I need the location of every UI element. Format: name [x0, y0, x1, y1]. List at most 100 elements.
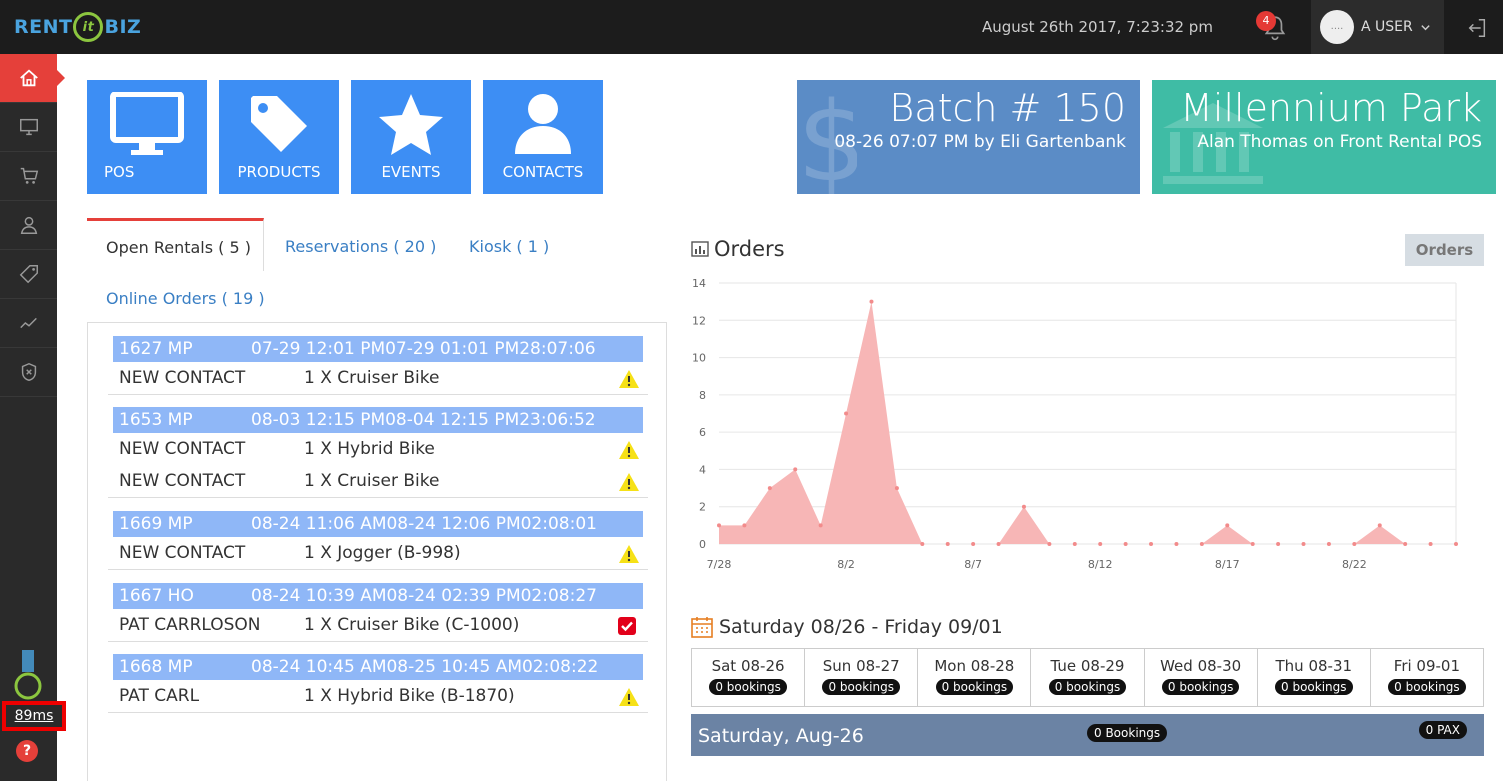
selected-day-pax-badge: 0 PAX	[1418, 721, 1467, 739]
tile-contacts[interactable]: CONTACTS	[483, 80, 603, 194]
bank-icon	[1163, 103, 1263, 184]
day-cell[interactable]: Sat 08-26 0 bookings	[692, 649, 806, 706]
rental-group[interactable]: 1669 MP 08-24 11:06 AM08-24 12:06 PM02:08…	[108, 511, 648, 570]
user-name: A USER	[1361, 19, 1413, 35]
day-bookings-badge: 0 bookings	[1048, 679, 1127, 695]
tab-kiosk[interactable]: Kiosk ( 1 )	[469, 237, 550, 256]
day-label: Tue 08-29	[1050, 657, 1125, 675]
rental-times: 08-03 12:15 PM08-04 12:15 PM23:06:52	[251, 410, 596, 430]
rental-group[interactable]: 1667 HO 08-24 10:39 AM08-24 02:39 PM02:08…	[108, 583, 648, 642]
rental-header: 1669 MP 08-24 11:06 AM08-24 12:06 PM02:08…	[113, 511, 643, 537]
day-bookings-badge: 0 bookings	[935, 679, 1014, 695]
monitor-icon	[110, 92, 184, 155]
x-tick-label: 8/7	[964, 558, 982, 571]
rental-contact: PAT CARL	[119, 686, 200, 706]
x-tick-label: 8/22	[1342, 558, 1367, 571]
help-button[interactable]: ?	[16, 740, 38, 762]
warning-icon	[619, 473, 639, 491]
location-card[interactable]: Millennium Park Alan Thomas on Front Ren…	[1152, 80, 1496, 194]
data-point	[1072, 542, 1077, 546]
day-cell[interactable]: Wed 08-30 0 bookings	[1145, 649, 1258, 706]
rental-item: 1 X Jogger (B-998)	[304, 543, 461, 563]
batch-title: Batch # 150	[889, 86, 1126, 130]
logout-icon[interactable]	[1466, 17, 1488, 39]
data-point	[894, 486, 899, 491]
checkbox-checked-icon[interactable]	[618, 617, 636, 635]
rental-times: 08-24 11:06 AM08-24 12:06 PM02:08:01	[251, 514, 597, 534]
data-point	[1326, 542, 1331, 546]
sidebar: 89ms ?	[0, 54, 66, 781]
rental-line: PAT CARL 1 X Hybrid Bike (B-1870)	[113, 680, 648, 712]
selected-day-bookings-badge: 0 Bookings	[1087, 724, 1168, 742]
selected-day-bar[interactable]: Saturday, Aug-26 0 Bookings 0 PAX	[691, 714, 1484, 756]
x-tick-label: 8/2	[837, 558, 855, 571]
orders-heading: Orders	[691, 237, 785, 261]
rental-group[interactable]: 1627 MP 07-29 12:01 PM07-29 01:01 PM28:07…	[108, 336, 648, 395]
tag-icon	[251, 96, 307, 152]
rental-item: 1 X Cruiser Bike	[304, 471, 440, 491]
sidebar-item-contacts[interactable]	[0, 201, 57, 250]
location-title: Millennium Park	[1180, 86, 1482, 130]
sidebar-item-pos[interactable]	[0, 103, 57, 152]
day-cell[interactable]: Mon 08-28 0 bookings	[918, 649, 1032, 706]
data-point	[844, 411, 849, 416]
day-label: Wed 08-30	[1160, 657, 1242, 675]
tab-online-orders[interactable]: Online Orders ( 19 )	[106, 289, 265, 308]
sidebar-item-cart[interactable]	[0, 152, 57, 201]
rental-item: 1 X Hybrid Bike (B-1870)	[304, 686, 515, 706]
sidebar-item-reports[interactable]	[0, 299, 57, 348]
tile-pos[interactable]: POS	[87, 80, 207, 194]
tab-reservations[interactable]: Reservations ( 20 )	[285, 237, 437, 256]
data-point	[1098, 542, 1103, 546]
monitor-icon	[19, 118, 38, 136]
rental-group[interactable]: 1653 MP 08-03 12:15 PM08-04 12:15 PM23:06…	[108, 407, 648, 498]
x-tick-label: 8/12	[1088, 558, 1113, 571]
tile-label: PRODUCTS	[237, 163, 321, 181]
sidebar-item-products[interactable]	[0, 250, 57, 299]
data-point	[1428, 542, 1433, 546]
rentitbiz-logo[interactable]: RENT it BIZ	[14, 8, 141, 46]
data-point	[793, 467, 798, 472]
tag-icon	[19, 265, 38, 284]
y-tick-label: 8	[699, 389, 706, 402]
day-cell[interactable]: Tue 08-29 0 bookings	[1031, 649, 1145, 706]
star-icon	[379, 94, 443, 155]
tile-products[interactable]: PRODUCTS	[219, 80, 339, 194]
selected-day-label: Saturday, Aug-26	[698, 725, 864, 747]
notification-badge: 4	[1256, 11, 1276, 31]
day-cell[interactable]: Fri 09-01 0 bookings	[1371, 649, 1483, 706]
day-cell[interactable]: Thu 08-31 0 bookings	[1258, 649, 1371, 706]
orders-area-series	[719, 301, 1456, 544]
shield-icon	[21, 362, 36, 382]
data-point	[1276, 542, 1281, 546]
y-tick-label: 10	[692, 352, 706, 365]
rental-id: 1668 MP	[119, 657, 193, 677]
orders-button[interactable]: Orders	[1405, 234, 1484, 266]
rental-line: NEW CONTACT 1 X Jogger (B-998)	[113, 537, 648, 569]
data-point	[1149, 542, 1154, 546]
day-cell[interactable]: Sun 08-27 0 bookings	[805, 649, 919, 706]
sidebar-item-home[interactable]	[0, 54, 65, 103]
user-menu[interactable]: .... A USER	[1311, 0, 1444, 54]
data-point	[1403, 542, 1408, 546]
rental-contact: NEW CONTACT	[119, 368, 246, 388]
batch-card[interactable]: $ Batch # 150 08-26 07:07 PM by Eli Gart…	[797, 80, 1140, 194]
tab-open-rentals[interactable]: Open Rentals ( 5 )	[87, 218, 264, 271]
week-range: Saturday 08/26 - Friday 09/01	[719, 616, 1003, 638]
rental-item: 1 X Cruiser Bike (C-1000)	[304, 615, 520, 635]
dollar-icon: $	[797, 80, 857, 194]
orders-title: Orders	[714, 237, 785, 261]
rental-group[interactable]: 1668 MP 08-24 10:45 AM08-25 10:45 AM02:08…	[108, 654, 648, 713]
rental-line: NEW CONTACT 1 X Hybrid Bike	[113, 433, 648, 465]
rental-line: PAT CARRLOSON 1 X Cruiser Bike (C-1000)	[113, 609, 648, 641]
chevron-down-icon	[1421, 24, 1430, 30]
latency-indicator[interactable]: 89ms	[2, 701, 66, 731]
warning-icon	[619, 545, 639, 563]
rental-header: 1653 MP 08-03 12:15 PM08-04 12:15 PM23:06…	[113, 407, 643, 433]
top-bar: RENT it BIZ August 26th 2017, 7:23:32 pm 4…	[0, 0, 1503, 54]
tile-label: EVENTS	[381, 163, 441, 181]
tile-events[interactable]: EVENTS	[351, 80, 471, 194]
sidebar-item-security[interactable]	[0, 348, 57, 397]
rental-line: NEW CONTACT 1 X Cruiser Bike	[113, 465, 648, 497]
calendar-icon	[691, 617, 713, 638]
